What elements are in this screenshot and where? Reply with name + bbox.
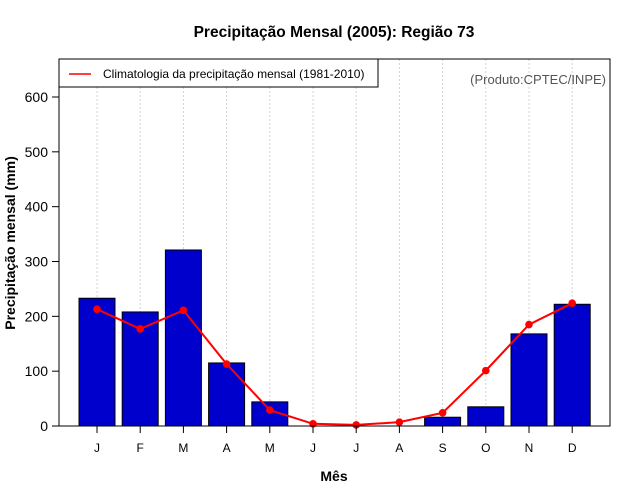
climatology-point-7 bbox=[395, 418, 404, 426]
x-tick-label: S bbox=[439, 441, 447, 455]
climatology-line bbox=[96, 302, 573, 426]
x-tick-label: M bbox=[178, 441, 188, 455]
x-tick-label: J bbox=[94, 441, 100, 455]
x-tick-label: D bbox=[568, 441, 577, 455]
bar-2 bbox=[164, 249, 202, 427]
climatology-point-3 bbox=[222, 360, 231, 368]
climatology-point-8 bbox=[438, 409, 447, 417]
climatology-point-11 bbox=[568, 299, 576, 307]
bar-10 bbox=[510, 333, 548, 427]
y-tick-label: 200 bbox=[25, 308, 49, 324]
bar-8 bbox=[424, 416, 462, 427]
legend-box bbox=[58, 58, 379, 88]
climatology-point-9 bbox=[482, 366, 490, 375]
y-axis-title: Precipitação mensal (mm) bbox=[2, 156, 18, 330]
bar-series bbox=[78, 249, 591, 427]
y-tick-label: 500 bbox=[25, 144, 49, 160]
legend-label: Climatologia da precipitação mensal (198… bbox=[103, 67, 364, 81]
climatology-point-4 bbox=[266, 406, 274, 414]
y-axis: 0 100 200 300 400 500 600 bbox=[25, 89, 60, 434]
chart-title: Precipitação Mensal (2005): Região 73 bbox=[194, 24, 475, 41]
y-tick-label: 400 bbox=[25, 199, 49, 215]
legend: Climatologia da precipitação mensal (198… bbox=[58, 58, 379, 88]
y-tick-label: 100 bbox=[25, 363, 49, 379]
climatology-point-1 bbox=[136, 325, 144, 333]
x-axis-title: Mês bbox=[320, 468, 347, 484]
climatology-point-0 bbox=[93, 305, 101, 314]
climatology-point-10 bbox=[525, 320, 533, 329]
y-tick-label: 300 bbox=[25, 254, 49, 270]
bar-0 bbox=[78, 297, 116, 427]
x-tick-label: J bbox=[310, 441, 316, 455]
y-tick-label: 600 bbox=[25, 89, 49, 105]
climatology-point-6 bbox=[352, 421, 361, 429]
bar-3 bbox=[208, 362, 246, 427]
bar-11 bbox=[553, 303, 591, 427]
x-tick-label: A bbox=[395, 441, 403, 455]
x-tick-label: J bbox=[353, 441, 359, 455]
credit-annotation: (Produto:CPTEC/INPE) bbox=[470, 72, 606, 87]
bar-9 bbox=[467, 406, 505, 427]
x-tick-label: M bbox=[265, 441, 275, 455]
x-tick-label: N bbox=[525, 441, 534, 455]
x-tick-label: A bbox=[223, 441, 231, 455]
x-tick-label: O bbox=[481, 441, 490, 455]
y-tick-label: 0 bbox=[40, 418, 48, 434]
climatology-point-2 bbox=[179, 306, 188, 315]
climatology-line-series bbox=[93, 299, 576, 429]
x-tick-label: F bbox=[137, 441, 144, 455]
